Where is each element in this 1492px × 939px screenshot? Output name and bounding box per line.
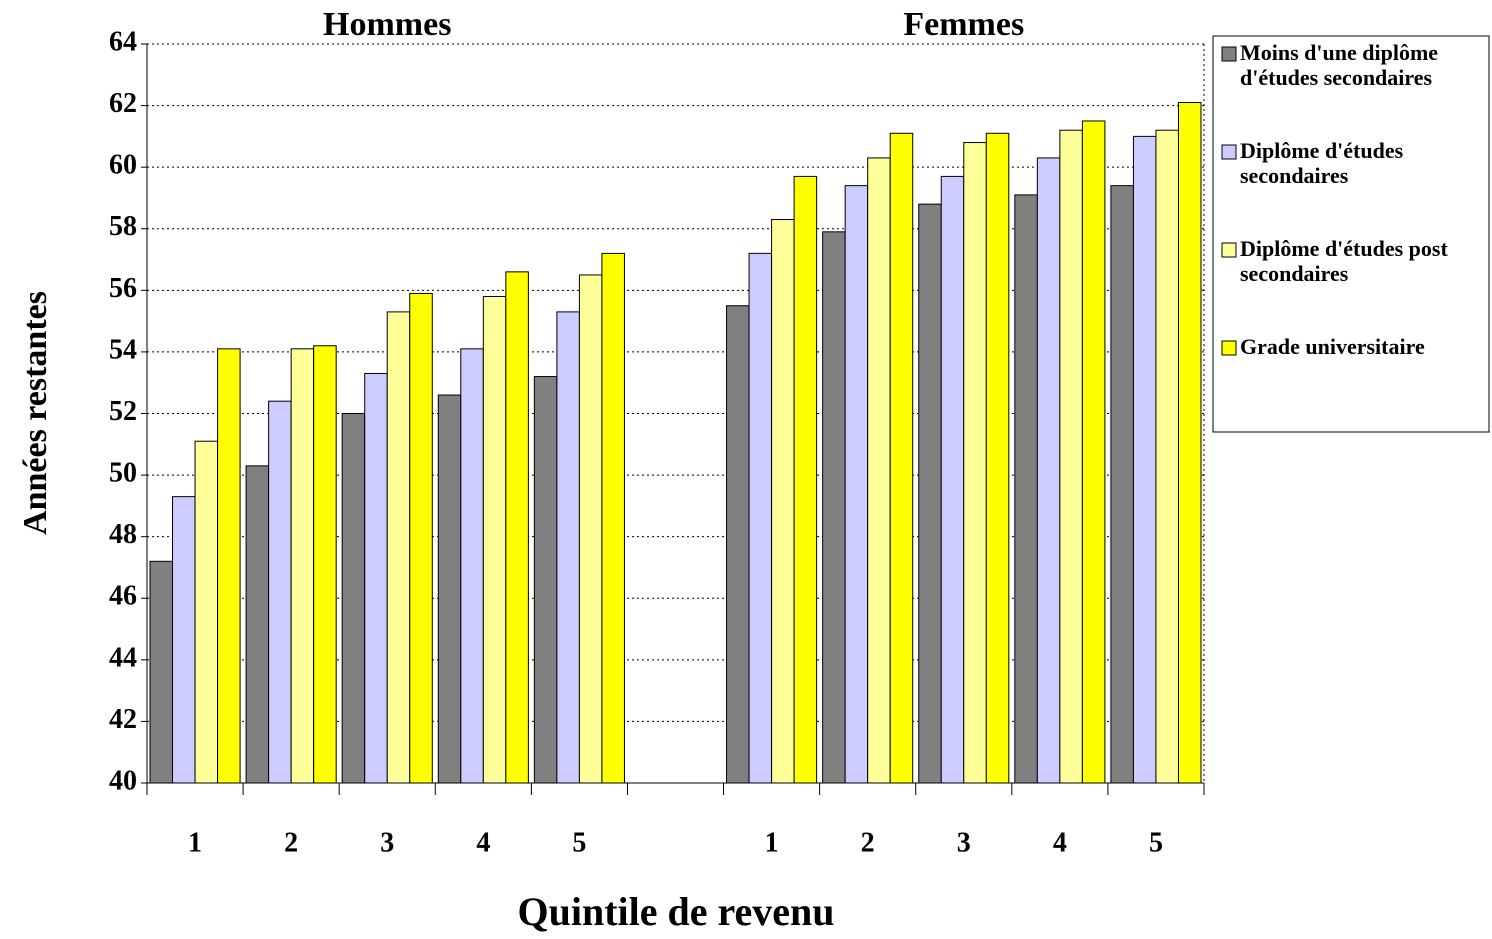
- bar: [460, 348, 484, 784]
- bar: [1014, 194, 1038, 784]
- bar: [217, 348, 241, 784]
- y-tick-label: 42: [109, 704, 137, 735]
- x-tick-label: 4: [1053, 827, 1067, 858]
- bar: [290, 348, 315, 784]
- x-tick-label: 1: [188, 827, 202, 858]
- bar: [771, 219, 795, 784]
- y-tick-label: 56: [109, 273, 137, 304]
- bar: [1059, 129, 1083, 784]
- bar: [533, 376, 558, 784]
- y-axis-title: Années restantes: [17, 291, 54, 535]
- bar: [822, 231, 846, 784]
- bar: [341, 413, 366, 784]
- bar: [245, 465, 270, 784]
- y-tick-label: 64: [109, 26, 137, 57]
- y-tick-label: 52: [109, 396, 137, 427]
- bar: [1132, 135, 1157, 784]
- y-tick-label: 54: [109, 334, 137, 365]
- bar: [1177, 102, 1202, 784]
- bar: [1155, 129, 1179, 784]
- bar: [748, 252, 773, 784]
- bar: [889, 132, 914, 784]
- bar: [963, 142, 987, 784]
- bar: [844, 185, 869, 784]
- bar: [1081, 120, 1106, 784]
- bar: [556, 311, 580, 784]
- y-tick-label: 60: [109, 150, 137, 181]
- y-tick-label: 46: [109, 581, 137, 612]
- legend-label-box: Diplôme d'études secondaires: [1240, 138, 1404, 188]
- bar: [918, 203, 942, 784]
- bar: [578, 274, 603, 784]
- x-tick-label: 5: [572, 827, 586, 858]
- group-label: Femmes: [903, 6, 1024, 43]
- bar: [505, 271, 529, 784]
- bar: [409, 292, 433, 784]
- bar: [313, 345, 337, 784]
- bar: [867, 157, 891, 784]
- legend-swatch: [1221, 144, 1237, 160]
- y-tick-label: 40: [109, 765, 137, 796]
- legend-label: Moins d'une diplôme d'études secondaires: [1240, 40, 1439, 90]
- legend-label: Diplôme d'études secondaires: [1240, 138, 1404, 188]
- y-tick-label: 62: [109, 88, 137, 119]
- x-tick-label: 1: [765, 827, 779, 858]
- x-tick-label: 4: [476, 827, 490, 858]
- x-tick-label: 2: [284, 827, 298, 858]
- y-tick-label: 58: [109, 211, 137, 242]
- x-tick-label: 3: [380, 827, 394, 858]
- x-tick-label: 5: [1149, 827, 1163, 858]
- bar: [172, 496, 196, 784]
- legend-box: [1212, 35, 1490, 433]
- bar: [194, 440, 219, 784]
- legend-label-box: Grade universitaire: [1240, 334, 1425, 359]
- x-tick-label: 3: [957, 827, 971, 858]
- bar: [1036, 157, 1061, 784]
- bar: [1110, 185, 1134, 784]
- legend-swatch: [1221, 242, 1237, 258]
- legend-label: Grade universitaire: [1240, 334, 1425, 359]
- bar: [985, 132, 1010, 784]
- legend-label-box: Diplôme d'études post secondaires: [1240, 236, 1448, 286]
- legend-swatch: [1221, 46, 1237, 62]
- x-tick-label: 2: [861, 827, 875, 858]
- bar: [940, 175, 965, 784]
- y-tick-label: 48: [109, 519, 137, 550]
- x-axis-title: Quintile de revenu: [517, 889, 834, 934]
- legend-label-box: Moins d'une diplôme d'études secondaires: [1240, 40, 1439, 90]
- bar: [149, 560, 174, 784]
- legend-swatch: [1221, 340, 1237, 356]
- bar: [726, 305, 750, 784]
- bar: [482, 295, 507, 784]
- bar: [364, 372, 388, 784]
- group-label: Hommes: [323, 6, 451, 43]
- legend-label: Diplôme d'études post secondaires: [1240, 236, 1448, 286]
- bar: [793, 175, 818, 784]
- y-tick-label: 50: [109, 458, 137, 489]
- bar: [601, 252, 625, 784]
- y-tick-label: 44: [109, 642, 137, 673]
- bar: [268, 400, 292, 784]
- bar: [437, 394, 462, 784]
- bar: [386, 311, 411, 784]
